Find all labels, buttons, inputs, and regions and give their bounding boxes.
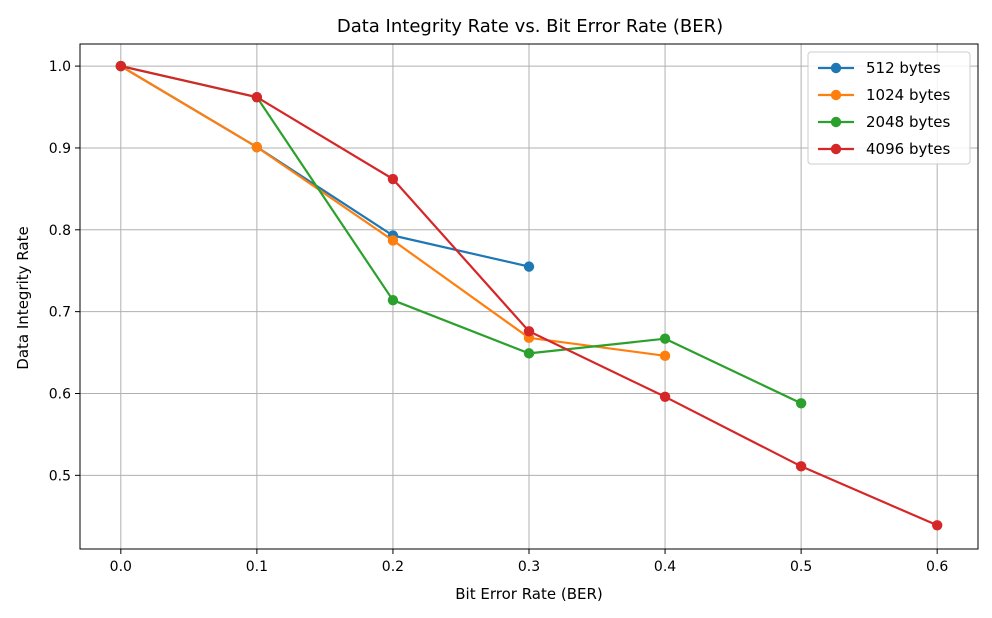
series-line — [120, 65, 530, 268]
legend-label: 512 bytes — [866, 59, 941, 77]
y-tick-label: 0.6 — [49, 386, 71, 402]
x-tick-label: 0.3 — [518, 559, 540, 575]
data-point — [115, 60, 127, 72]
legend-item: 2048 bytes — [818, 113, 950, 131]
data-point — [251, 92, 263, 103]
legend-marker — [830, 143, 842, 155]
plot-frame — [79, 43, 979, 550]
y-axis-label: Data Integrity Rate — [14, 226, 32, 369]
legend-marker — [830, 62, 842, 74]
legend-label: 4096 bytes — [866, 140, 950, 158]
data-point — [387, 173, 399, 185]
x-tick-label: 0.6 — [926, 559, 948, 575]
chart-title: Data Integrity Rate vs. Bit Error Rate (… — [337, 16, 723, 37]
y-tick-label: 0.9 — [49, 141, 71, 157]
x-tick-label: 0.5 — [790, 559, 812, 575]
x-tick-label: 0.4 — [654, 559, 676, 575]
legend-label: 1024 bytes — [866, 86, 950, 104]
series-group — [115, 60, 943, 531]
y-tick-label: 0.8 — [49, 223, 71, 239]
data-point — [659, 391, 671, 402]
legend-item: 1024 bytes — [818, 86, 950, 104]
data-point — [523, 326, 535, 337]
y-tick-label: 1.0 — [49, 59, 71, 75]
data-point — [659, 350, 671, 362]
data-point — [523, 348, 535, 359]
y-axis-ticks: 0.5 0.6 0.7 0.8 0.9 1.0 — [49, 59, 80, 484]
data-point — [523, 261, 535, 272]
legend: 512 bytes 1024 bytes 2048 bytes 4096 bytes — [807, 51, 971, 165]
data-point — [387, 235, 399, 246]
legend-label: 2048 bytes — [866, 113, 950, 131]
legend-item: 4096 bytes — [818, 140, 950, 158]
series-2048-bytes — [115, 60, 807, 409]
legend-marker — [830, 116, 842, 128]
y-tick-label: 0.7 — [49, 305, 71, 321]
legend-box — [807, 51, 971, 165]
y-tick-label: 0.5 — [49, 468, 71, 484]
data-point — [659, 333, 671, 344]
series-512-bytes — [115, 60, 535, 272]
x-tick-label: 0.2 — [382, 559, 404, 575]
x-axis-label: Bit Error Rate (BER) — [455, 585, 603, 603]
series-1024-bytes — [115, 60, 671, 362]
data-point — [931, 520, 943, 531]
data-point — [251, 141, 263, 153]
series-line — [120, 65, 802, 405]
x-tick-label: 0.0 — [110, 559, 132, 575]
series-4096-bytes — [115, 60, 943, 531]
legend-item: 512 bytes — [818, 59, 941, 77]
data-point — [795, 461, 807, 472]
x-axis-ticks: 0.0 0.1 0.2 0.3 0.4 0.5 0.6 — [110, 549, 948, 575]
data-point — [387, 294, 399, 306]
legend-marker — [830, 89, 842, 101]
x-tick-label: 0.1 — [246, 559, 268, 575]
data-point — [795, 398, 807, 409]
